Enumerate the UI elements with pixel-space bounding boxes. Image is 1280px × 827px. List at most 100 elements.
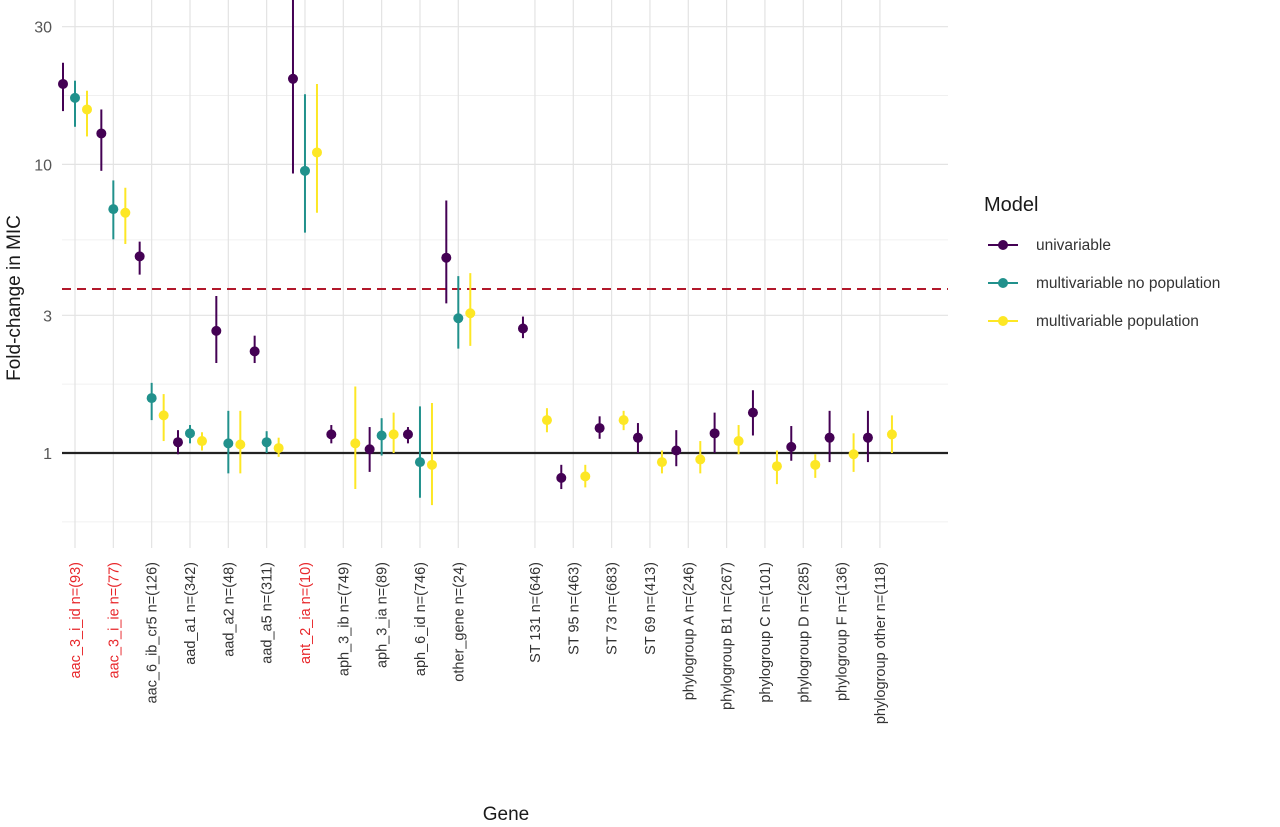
- data-point: [350, 438, 361, 449]
- x-tick-label: phylogroup A n=(246): [681, 562, 697, 700]
- x-tick-label: ST 95 n=(463): [566, 562, 582, 655]
- data-point: [299, 165, 310, 176]
- data-point: [184, 428, 195, 439]
- x-axis-label: Gene: [483, 804, 529, 822]
- y-axis-label: Fold-change in MIC: [4, 215, 25, 381]
- data-point: [786, 441, 797, 452]
- legend-label: univariable: [1036, 237, 1111, 254]
- y-tick-label: 10: [34, 157, 52, 174]
- y-tick-label: 3: [43, 308, 52, 325]
- data-point: [261, 437, 272, 448]
- reference-lines: [62, 288, 948, 455]
- data-point: [618, 415, 629, 426]
- x-tick-label: aad_a5 n=(311): [260, 562, 276, 664]
- x-tick-label: aac_3_i_ie n=(77): [106, 562, 122, 679]
- data-point: [465, 308, 476, 319]
- series-marks: [58, 0, 897, 506]
- data-point: [771, 461, 782, 472]
- x-tick-label: aad_a2 n=(48): [221, 562, 237, 657]
- legend-item: multivariable population: [988, 313, 1199, 330]
- data-point: [594, 423, 605, 434]
- legend-marker: [998, 316, 1008, 326]
- data-point: [632, 432, 643, 443]
- y-tick-label: 1: [43, 446, 52, 463]
- data-point: [249, 346, 260, 357]
- x-tick-label: ST 73 n=(683): [605, 562, 621, 655]
- data-point: [70, 92, 80, 103]
- y-tick-label: 30: [34, 20, 52, 37]
- grid: [62, 0, 948, 548]
- series-multivariable-population: [82, 83, 897, 506]
- x-tick-label: phylogroup B1 n=(267): [720, 562, 736, 710]
- data-point: [656, 457, 667, 468]
- x-tick-label: ST 131 n=(646): [528, 562, 544, 663]
- data-point: [848, 449, 859, 460]
- data-point: [172, 437, 183, 448]
- data-point: [441, 252, 452, 263]
- legend-item: univariable: [988, 237, 1111, 254]
- series-multivariable-no-population: [70, 80, 464, 498]
- data-point: [158, 410, 169, 421]
- x-tick-label: ST 69 n=(413): [643, 562, 659, 655]
- data-point: [196, 436, 207, 447]
- data-point: [414, 457, 425, 468]
- data-point: [862, 432, 873, 443]
- legend-label: multivariable population: [1036, 313, 1199, 330]
- data-point: [810, 459, 821, 470]
- x-tick-label: phylogroup C n=(101): [758, 562, 774, 703]
- x-tick-label: aad_a1 n=(342): [183, 562, 199, 665]
- data-point: [146, 393, 157, 404]
- data-point: [311, 147, 322, 158]
- data-point: [695, 454, 706, 465]
- data-point: [364, 444, 375, 455]
- legend-marker: [998, 240, 1008, 250]
- x-tick-label: aph_6_id n=(746): [413, 562, 429, 676]
- x-tick-label: aac_6_ib_cr5 n=(126): [145, 562, 161, 703]
- x-tick-label: phylogroup F n=(136): [835, 562, 851, 701]
- data-point: [376, 430, 387, 441]
- data-point: [426, 459, 437, 470]
- legend-label: multivariable no population: [1036, 275, 1220, 292]
- data-point: [273, 443, 284, 454]
- data-point: [120, 207, 131, 218]
- data-point: [580, 471, 591, 482]
- legend-marker: [998, 278, 1008, 288]
- x-tick-label: aph_3_ib n=(749): [336, 562, 352, 676]
- data-point: [108, 204, 119, 215]
- data-point: [733, 436, 744, 447]
- data-point: [709, 428, 720, 439]
- legend: Model univariable multivariable no popula…: [984, 194, 1220, 330]
- data-point: [211, 325, 222, 336]
- data-point: [747, 407, 758, 418]
- data-point: [541, 415, 552, 426]
- data-point: [671, 445, 682, 456]
- x-axis: aac_3_i_id n=(93) aac_3_i_ie n=(77) aac_6_…: [68, 562, 889, 724]
- x-tick-label: phylogroup D n=(285): [796, 562, 812, 703]
- x-tick-label: phylogroup other n=(118): [873, 562, 889, 724]
- x-tick-label: aph_3_ia n=(89): [375, 562, 391, 668]
- data-point: [556, 472, 567, 483]
- data-point: [402, 429, 413, 440]
- x-tick-label: ant_2_ia n=(10): [298, 562, 314, 664]
- data-point: [134, 251, 145, 262]
- data-point: [235, 439, 246, 450]
- data-point: [326, 429, 337, 440]
- data-point: [453, 313, 464, 324]
- legend-item: multivariable no population: [988, 275, 1220, 292]
- data-point: [824, 432, 835, 443]
- data-point: [287, 73, 298, 84]
- data-point: [388, 429, 399, 440]
- series-univariable: [58, 0, 873, 490]
- data-point: [58, 78, 68, 89]
- x-tick-label: other_gene n=(24): [451, 562, 467, 682]
- data-point: [82, 104, 92, 115]
- legend-title: Model: [984, 194, 1038, 216]
- x-tick-label: aac_3_i_id n=(93): [68, 562, 84, 679]
- data-point: [517, 323, 528, 334]
- data-point: [96, 128, 107, 139]
- data-point: [886, 429, 897, 440]
- data-point: [223, 438, 234, 449]
- y-axis: 1 3 10 30: [34, 20, 52, 463]
